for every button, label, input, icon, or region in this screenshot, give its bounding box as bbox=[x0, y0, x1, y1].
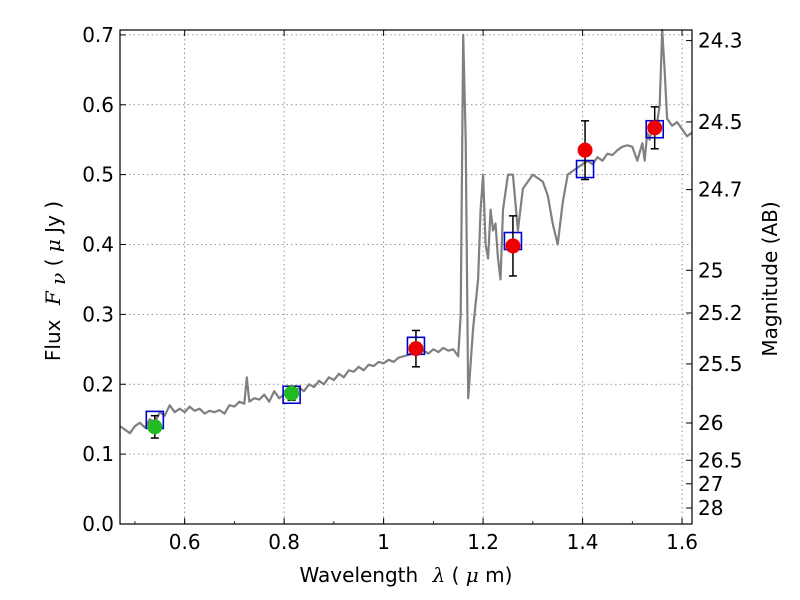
x-tick-label: 1.6 bbox=[666, 530, 698, 554]
observed-point bbox=[147, 414, 163, 439]
y-tick-label: 0.0 bbox=[82, 512, 114, 536]
observed-point bbox=[284, 385, 300, 402]
observed-marker bbox=[147, 419, 163, 435]
x-tick-label: 0.6 bbox=[169, 530, 201, 554]
magnitude-tick-label: 24.5 bbox=[698, 110, 743, 134]
spectrum-layer bbox=[119, 28, 693, 435]
y-tick-label: 0.2 bbox=[82, 372, 114, 396]
observed-marker bbox=[505, 238, 521, 254]
observed-marker bbox=[577, 142, 593, 158]
x-tick-label: 1.4 bbox=[567, 530, 599, 554]
observed-marker bbox=[647, 120, 663, 136]
observed-point bbox=[647, 106, 663, 150]
y-tick-label: 0.4 bbox=[82, 233, 114, 257]
observed-point bbox=[577, 120, 593, 181]
x-axis: 0.6 0.8 1 1.2 1.4 1.6 bbox=[134, 30, 698, 554]
grid bbox=[120, 30, 692, 525]
magnitude-tick-label: 24.7 bbox=[698, 178, 743, 202]
magnitude-tick-label: 27 bbox=[698, 472, 723, 496]
magnitude-tick-label: 28 bbox=[698, 496, 723, 520]
magnitude-tick-label: 24.3 bbox=[698, 29, 743, 53]
observed-marker bbox=[408, 341, 424, 357]
y-tick-label: 0.5 bbox=[82, 163, 114, 187]
magnitude-tick-label: 25.5 bbox=[698, 352, 743, 376]
magnitude-axis-label: Magnitude (AB) bbox=[758, 201, 782, 356]
spectrum-line bbox=[119, 28, 693, 435]
x-tick-label: 1 bbox=[377, 530, 390, 554]
magnitude-tick-label: 25 bbox=[698, 258, 723, 282]
x-tick-label: 0.8 bbox=[268, 530, 300, 554]
y-tick-label: 0.1 bbox=[82, 442, 114, 466]
magnitude-tick-label: 25.2 bbox=[698, 301, 743, 325]
observed-marker bbox=[284, 385, 300, 401]
observed-points bbox=[147, 106, 663, 439]
observed-point bbox=[408, 329, 424, 368]
y-tick-label: 0.3 bbox=[82, 302, 114, 326]
y-tick-label: 0.6 bbox=[82, 93, 114, 117]
plot-frame bbox=[119, 29, 693, 525]
x-axis-label: Wavelength λ ( μ m) bbox=[300, 563, 513, 587]
y-tick-label: 0.7 bbox=[82, 23, 114, 47]
y-axis-label: Flux F ν ( μ Jy ) bbox=[41, 201, 70, 361]
magnitude-tick-label: 26 bbox=[698, 411, 723, 435]
y-axis: 0.0 0.1 0.2 0.3 0.4 0.5 0.6 0.7 bbox=[82, 23, 126, 536]
observed-point bbox=[505, 215, 521, 277]
magnitude-tick-label: 26.5 bbox=[698, 448, 743, 472]
x-tick-label: 1.2 bbox=[467, 530, 499, 554]
